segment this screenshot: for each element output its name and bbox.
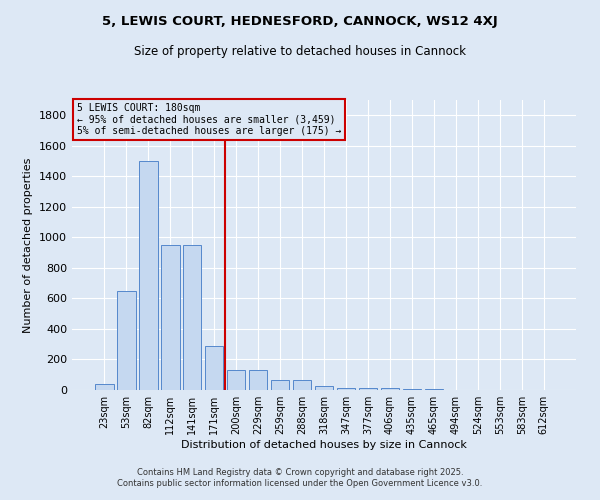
Text: 5, LEWIS COURT, HEDNESFORD, CANNOCK, WS12 4XJ: 5, LEWIS COURT, HEDNESFORD, CANNOCK, WS1… bbox=[102, 15, 498, 28]
Bar bbox=[403, 389, 421, 390]
X-axis label: Distribution of detached houses by size in Cannock: Distribution of detached houses by size … bbox=[181, 440, 467, 450]
Bar bbox=[337, 388, 355, 390]
Bar bbox=[271, 380, 289, 390]
Bar bbox=[183, 245, 202, 390]
Y-axis label: Number of detached properties: Number of detached properties bbox=[23, 158, 34, 332]
Bar bbox=[139, 161, 158, 390]
Bar bbox=[314, 386, 334, 390]
Text: 5 LEWIS COURT: 180sqm
← 95% of detached houses are smaller (3,459)
5% of semi-de: 5 LEWIS COURT: 180sqm ← 95% of detached … bbox=[77, 103, 341, 136]
Bar bbox=[425, 389, 443, 390]
Bar bbox=[205, 346, 223, 390]
Bar bbox=[117, 291, 136, 390]
Bar bbox=[293, 380, 311, 390]
Text: Contains HM Land Registry data © Crown copyright and database right 2025.
Contai: Contains HM Land Registry data © Crown c… bbox=[118, 468, 482, 487]
Text: Size of property relative to detached houses in Cannock: Size of property relative to detached ho… bbox=[134, 45, 466, 58]
Bar bbox=[380, 388, 399, 390]
Bar bbox=[161, 245, 179, 390]
Bar bbox=[249, 370, 268, 390]
Bar bbox=[227, 370, 245, 390]
Bar bbox=[359, 388, 377, 390]
Bar bbox=[95, 384, 113, 390]
